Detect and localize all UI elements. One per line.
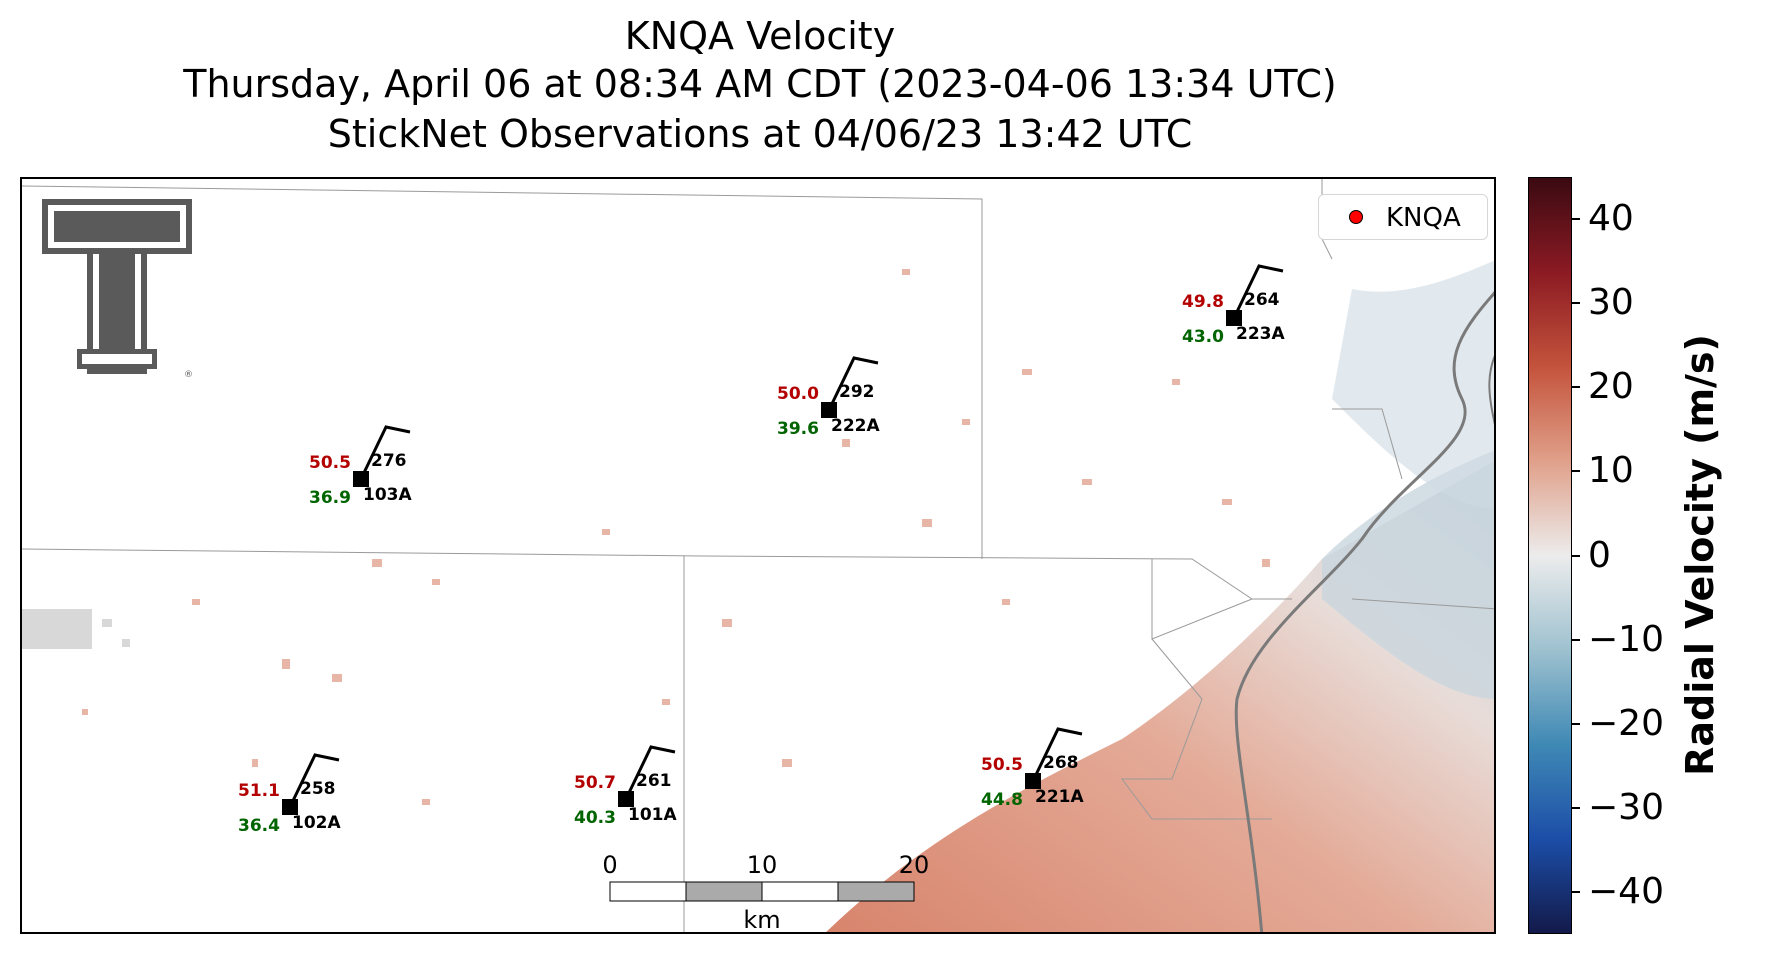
map-canvas: ® 0 10 20 km 50.5 276 36.9 103A 50.0 292 39.6 2… bbox=[22, 179, 1494, 934]
station-temp: 51.1 bbox=[238, 781, 280, 801]
colorbar-tick-label: −40 bbox=[1588, 870, 1664, 912]
map-legend: KNQA bbox=[1318, 194, 1488, 240]
legend-marker bbox=[1349, 210, 1363, 224]
station-102A: 51.1 258 36.4 102A bbox=[238, 753, 341, 836]
station-wind-dir: 276 bbox=[371, 451, 407, 471]
station-wind-dir: 264 bbox=[1244, 290, 1280, 310]
station-id: 222A bbox=[831, 416, 880, 436]
chart-subtitle-obs: StickNet Observations at 04/06/23 13:42 … bbox=[327, 112, 1193, 156]
svg-text:®: ® bbox=[184, 370, 193, 380]
scale-label-10: 10 bbox=[747, 851, 778, 879]
station-marker bbox=[821, 402, 837, 418]
colorbar-tick bbox=[1572, 302, 1580, 305]
wind-barb bbox=[288, 753, 340, 808]
sticknet-stations: 50.5 276 36.9 103A 50.0 292 39.6 222A 49.8 264 43.… bbox=[238, 264, 1285, 836]
velocity-speckles bbox=[82, 269, 1270, 805]
station-223A: 49.8 264 43.0 223A bbox=[1182, 264, 1285, 347]
colorbar-tick bbox=[1572, 638, 1580, 641]
station-id: 101A bbox=[628, 805, 677, 825]
station-marker bbox=[1226, 310, 1242, 326]
colorbar-tick-label: 0 bbox=[1588, 534, 1611, 576]
scale-label-20: 20 bbox=[899, 851, 930, 879]
station-dewpoint: 39.6 bbox=[777, 419, 819, 439]
gray-speckles bbox=[22, 609, 130, 649]
station-wind-dir: 292 bbox=[839, 382, 875, 402]
colorbar-label: Radial Velocity (m/s) bbox=[1678, 334, 1722, 776]
station-id: 103A bbox=[363, 485, 412, 505]
wind-barb bbox=[827, 356, 879, 411]
station-marker bbox=[282, 799, 298, 815]
station-wind-dir: 268 bbox=[1043, 753, 1079, 773]
station-dewpoint: 36.9 bbox=[309, 488, 351, 508]
colorbar-tick bbox=[1572, 386, 1580, 389]
station-222A: 50.0 292 39.6 222A bbox=[777, 356, 880, 439]
station-marker bbox=[618, 791, 634, 807]
chart-title: KNQA Velocity bbox=[624, 14, 896, 58]
station-dewpoint: 44.8 bbox=[981, 790, 1023, 810]
station-temp: 49.8 bbox=[1182, 292, 1224, 312]
station-dewpoint: 40.3 bbox=[574, 808, 616, 828]
station-dewpoint: 36.4 bbox=[238, 816, 280, 836]
station-id: 223A bbox=[1236, 324, 1285, 344]
colorbar-tick bbox=[1572, 554, 1580, 557]
county-lines bbox=[22, 179, 1494, 932]
station-id: 102A bbox=[292, 813, 341, 833]
colorbar bbox=[1528, 177, 1572, 934]
station-temp: 50.5 bbox=[981, 755, 1023, 775]
wind-barb bbox=[624, 745, 676, 800]
wind-barb bbox=[359, 425, 411, 480]
highway-branch bbox=[1488, 355, 1494, 425]
scale-bar: 0 10 20 km bbox=[602, 851, 930, 934]
colorbar-tick bbox=[1572, 806, 1580, 809]
station-id: 221A bbox=[1035, 787, 1084, 807]
colorbar-tick bbox=[1572, 470, 1580, 473]
station-wind-dir: 261 bbox=[636, 771, 672, 791]
colorbar-tick-label: −20 bbox=[1588, 702, 1664, 744]
colorbar-tick-label: 40 bbox=[1588, 198, 1634, 240]
scale-label-0: 0 bbox=[602, 851, 617, 879]
texas-tech-logo: ® bbox=[42, 199, 193, 380]
colorbar-tick-label: −10 bbox=[1588, 618, 1664, 660]
station-221A: 50.5 268 44.8 221A bbox=[981, 727, 1084, 810]
highway-line bbox=[1234, 291, 1494, 932]
colorbar-tick-label: 30 bbox=[1588, 282, 1634, 324]
colorbar-tick bbox=[1572, 722, 1580, 725]
colorbar-tick bbox=[1572, 218, 1580, 221]
map-area: ® 0 10 20 km 50.5 276 36.9 103A 50.0 292 39.6 2… bbox=[20, 177, 1496, 934]
colorbar-tick-label: 20 bbox=[1588, 366, 1634, 408]
scale-unit: km bbox=[743, 906, 780, 934]
station-temp: 50.7 bbox=[574, 773, 616, 793]
station-temp: 50.5 bbox=[309, 453, 351, 473]
colorbar-tick bbox=[1572, 890, 1580, 893]
station-marker bbox=[353, 471, 369, 487]
station-temp: 50.0 bbox=[777, 384, 819, 404]
station-101A: 50.7 261 40.3 101A bbox=[574, 745, 677, 828]
station-103A: 50.5 276 36.9 103A bbox=[309, 425, 412, 508]
chart-subtitle-time: Thursday, April 06 at 08:34 AM CDT (2023… bbox=[183, 62, 1337, 106]
wind-barb bbox=[1031, 727, 1083, 782]
station-marker bbox=[1025, 773, 1041, 789]
colorbar-tick-label: 10 bbox=[1588, 450, 1634, 492]
wind-barb bbox=[1232, 264, 1284, 319]
station-dewpoint: 43.0 bbox=[1182, 327, 1224, 347]
legend-label: KNQA bbox=[1386, 203, 1461, 233]
station-wind-dir: 258 bbox=[300, 779, 336, 799]
colorbar-tick-label: −30 bbox=[1588, 786, 1664, 828]
velocity-field bbox=[822, 260, 1494, 932]
